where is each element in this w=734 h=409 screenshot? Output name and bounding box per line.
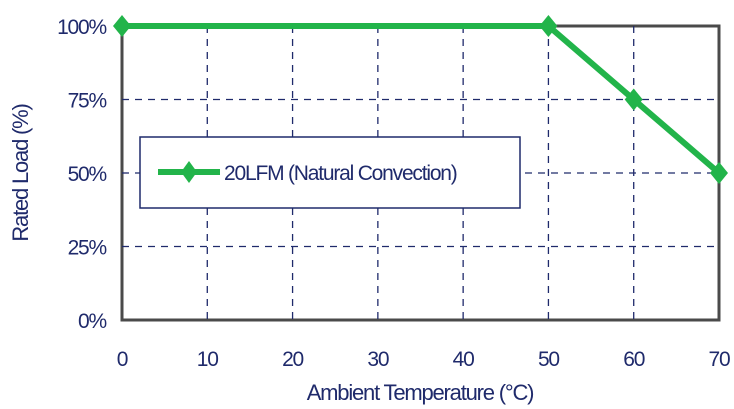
x-tick-label: 60	[623, 348, 644, 371]
legend-label: 20LFM (Natural Convection)	[224, 162, 457, 185]
x-tick-label: 30	[367, 348, 388, 371]
x-tick-label: 0	[117, 348, 128, 371]
legend-diamond-marker	[181, 161, 197, 183]
series-line	[122, 23, 721, 176]
y-axis-title: Rated Load (%)	[8, 104, 33, 241]
x-axis-ticks: 0 10 20 30 40 50 60 70	[117, 348, 731, 371]
x-tick-label: 20	[282, 348, 303, 371]
x-tick-label: 70	[709, 348, 730, 371]
data-point-marker	[710, 162, 728, 184]
y-tick-label: 25%	[68, 237, 107, 260]
y-tick-label: 50%	[68, 163, 107, 186]
x-tick-label: 50	[538, 348, 559, 371]
legend: 20LFM (Natural Convection)	[139, 136, 521, 209]
data-point-marker	[624, 88, 643, 111]
data-point-marker	[539, 15, 558, 37]
x-axis-title: Ambient Temperature (°C)	[307, 380, 534, 405]
x-tick-label: 10	[197, 348, 218, 371]
x-tick-label: 40	[453, 348, 474, 371]
y-tick-label: 75%	[68, 90, 107, 113]
y-tick-label: 100%	[57, 16, 106, 39]
y-axis-ticks: 0% 25% 50% 75% 100%	[57, 16, 108, 333]
series-group	[113, 15, 728, 184]
data-point-marker	[113, 15, 131, 37]
y-tick-label: 0%	[78, 310, 106, 333]
